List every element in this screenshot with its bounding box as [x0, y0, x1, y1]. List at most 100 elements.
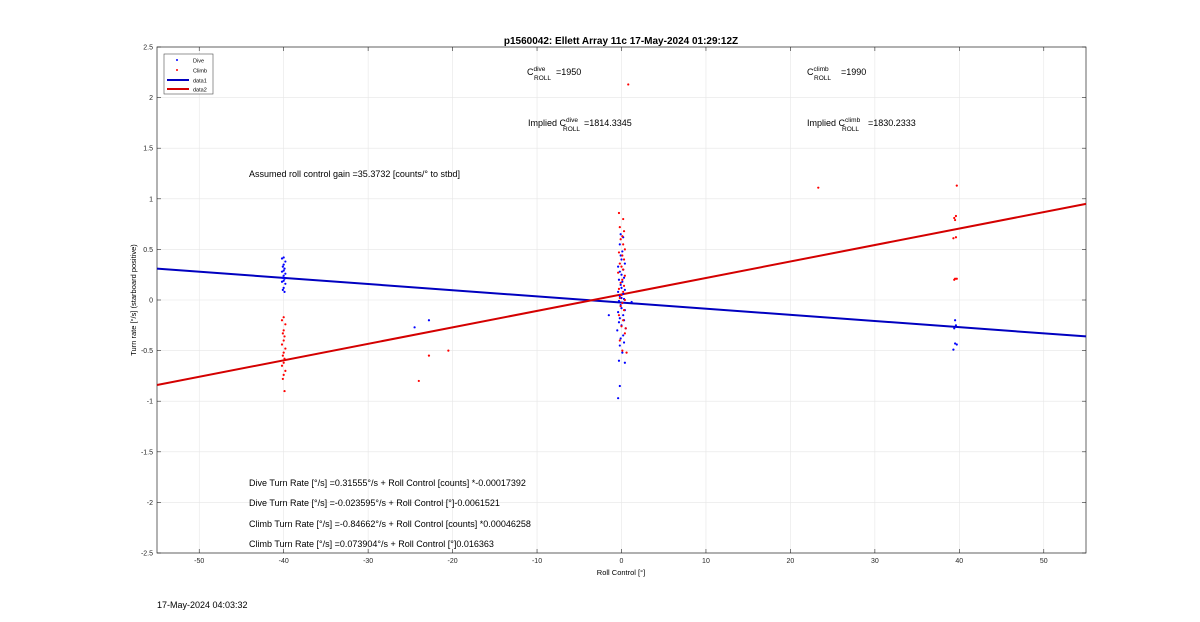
- point-dive: [284, 272, 287, 275]
- point-climb: [417, 379, 420, 383]
- point-climb: [618, 296, 621, 300]
- point-climb: [447, 349, 450, 352]
- point-climb: [284, 323, 287, 326]
- svg-text:Implied Cdive: Implied Cdive: [528, 117, 578, 128]
- point-climb: [622, 217, 625, 221]
- gain-annotation: Assumed roll control gain =35.3732 [coun…: [249, 169, 460, 179]
- point-dive: [621, 280, 624, 283]
- point-dive: [618, 344, 621, 347]
- point-dive: [622, 276, 626, 279]
- point-climb: [955, 184, 958, 187]
- point-climb: [621, 235, 624, 238]
- y-tick-label: 1: [149, 196, 153, 203]
- footer-timestamp: 17-May-2024 04:03:32: [157, 600, 248, 610]
- point-dive: [284, 282, 287, 285]
- point-climb: [621, 349, 624, 352]
- point-climb: [280, 364, 284, 367]
- point-climb: [283, 357, 286, 360]
- point-climb: [284, 347, 287, 350]
- legend-marker-climb: [176, 69, 178, 71]
- point-climb: [282, 373, 285, 376]
- point-climb: [282, 351, 285, 354]
- axes-box: [156, 46, 1087, 554]
- climb-degrees-equation: Climb Turn Rate [°/s] =0.073904°/s + Rol…: [249, 539, 494, 549]
- point-climb: [618, 262, 621, 265]
- point-dive: [280, 257, 284, 260]
- point-climb: [623, 248, 626, 251]
- point-dive: [620, 296, 623, 300]
- point-climb: [954, 236, 958, 239]
- point-climb: [283, 335, 286, 338]
- point-dive: [618, 243, 621, 246]
- x-tick-label: 10: [702, 558, 710, 565]
- point-dive: [617, 359, 621, 362]
- point-dive: [284, 260, 287, 263]
- point-dive: [953, 327, 956, 330]
- point-climb: [619, 238, 622, 241]
- point-climb: [427, 354, 431, 357]
- legend-entry-climb: Climb: [176, 69, 207, 75]
- point-dive: [621, 351, 624, 354]
- point-dive: [622, 334, 625, 337]
- point-climb: [622, 309, 626, 312]
- x-tick-labels: -50 -40 -30 -20 -10 0 10 20 30 40 50: [194, 558, 1048, 565]
- svg-text:Cdive: Cdive: [527, 66, 546, 77]
- point-climb: [625, 351, 628, 354]
- implied-c-roll-dive-annotation: Implied Cdive ROLL =1814.3345: [528, 117, 632, 133]
- dive-degrees-equation: Dive Turn Rate [°/s] =-0.023595°/s + Rol…: [249, 498, 500, 508]
- point-climb: [623, 274, 626, 277]
- point-dive: [617, 278, 621, 281]
- point-climb: [618, 339, 621, 342]
- legend-label-data1: data1: [193, 79, 207, 85]
- svg-text:ROLL: ROLL: [814, 75, 831, 82]
- point-dive: [954, 324, 958, 327]
- x-tick-label: -40: [279, 558, 289, 565]
- point-dive: [616, 329, 619, 332]
- implied-c-roll-climb-annotation: Implied Cclimb ROLL =1830.2333: [807, 117, 916, 133]
- point-dive: [283, 290, 286, 294]
- point-climb: [622, 258, 626, 261]
- point-climb: [621, 278, 624, 281]
- point-climb: [281, 377, 284, 381]
- legend: Dive Climb data1 data2: [163, 53, 214, 95]
- y-tick-label: -1: [147, 399, 153, 406]
- point-climb: [617, 271, 620, 274]
- legend-entry-dive: Dive: [176, 59, 204, 65]
- point-dive: [623, 361, 626, 364]
- svg-text:ROLL: ROLL: [563, 126, 580, 133]
- y-tick-label: 0.5: [143, 247, 153, 254]
- point-dive: [617, 397, 620, 400]
- legend-label-dive: Dive: [193, 59, 204, 65]
- point-dive: [280, 270, 284, 273]
- point-climb: [618, 226, 621, 229]
- point-dive: [953, 342, 957, 345]
- point-climb: [622, 290, 625, 294]
- y-tick-label: 0: [149, 298, 153, 305]
- point-climb: [622, 319, 625, 322]
- point-dive: [282, 269, 285, 272]
- point-climb: [280, 319, 284, 322]
- point-climb: [619, 304, 622, 308]
- point-dive: [283, 277, 286, 280]
- point-climb: [282, 339, 285, 342]
- legend-box: [163, 53, 214, 95]
- y-tick-label: -2: [147, 500, 153, 507]
- c-roll-dive-annotation: Cdive ROLL =1950: [527, 66, 581, 82]
- x-tick-label: -50: [194, 558, 204, 565]
- point-dive: [280, 280, 284, 283]
- point-dive: [282, 274, 285, 277]
- point-climb: [281, 354, 284, 357]
- y-tick-label: 2: [149, 95, 153, 102]
- c-roll-climb-annotation: Cclimb ROLL =1990: [807, 66, 866, 82]
- x-tick-label: 40: [955, 558, 963, 565]
- x-axis-label: Roll Control [°]: [597, 568, 645, 577]
- point-dive: [620, 273, 623, 276]
- chart-title: p1560042: Ellett Array 11c 17-May-2024 0…: [504, 36, 738, 47]
- point-climb: [617, 287, 621, 290]
- point-dive: [617, 265, 620, 268]
- point-climb: [281, 332, 284, 335]
- point-dive: [282, 286, 285, 289]
- legend-marker-dive: [176, 59, 178, 61]
- dive-counts-equation: Dive Turn Rate [°/s] =0.31555°/s + Roll …: [249, 478, 526, 488]
